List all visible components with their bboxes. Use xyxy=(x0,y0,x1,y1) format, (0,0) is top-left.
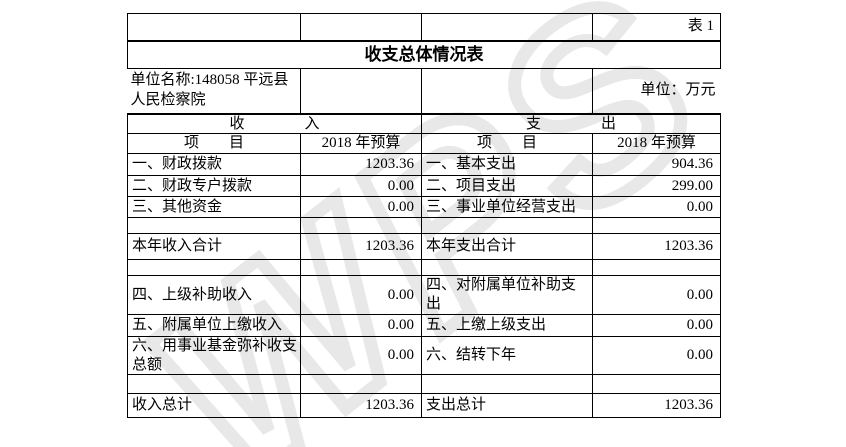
expense-value: 0.00 xyxy=(592,313,721,337)
income-item: 收入总计 xyxy=(127,393,301,419)
expense-item: 六、结转下年 xyxy=(421,335,593,376)
table-row: 四、上级补助收入 0.00 四、对附属单位补助支出 0.00 xyxy=(127,275,721,315)
expense-item: 三、事业单位经营支出 xyxy=(421,196,593,219)
table-row: 五、附属单位上缴收入 0.00 五、上缴上级支出 0.00 xyxy=(127,313,721,337)
column-header-row: 项 目 2018 年预算 项 目 2018 年预算 xyxy=(127,133,721,155)
expense-value: 1203.36 xyxy=(592,233,721,261)
expense-item: 五、上缴上级支出 xyxy=(421,313,593,337)
expense-value: 299.00 xyxy=(592,175,721,198)
expense-item-column-header: 项 目 xyxy=(421,133,593,155)
empty-cell xyxy=(127,13,301,41)
income-value: 0.00 xyxy=(300,196,422,219)
budget-summary-table: 表 1 收支总体情况表 单位名称:148058 平远县人民检察院 单位：万元 收… xyxy=(127,13,721,419)
expense-section-header: 支 出 xyxy=(421,112,721,135)
table-title: 收支总体情况表 xyxy=(127,39,721,69)
table-row-empty xyxy=(127,374,721,395)
unit-info-row: 单位名称:148058 平远县人民检察院 单位：万元 xyxy=(127,68,721,114)
table-row-empty xyxy=(127,217,721,235)
expense-value xyxy=(592,217,721,235)
expense-item xyxy=(421,259,593,277)
table-row-total: 收入总计 1203.36 支出总计 1203.36 xyxy=(127,393,721,419)
empty-cell xyxy=(421,13,593,41)
expense-item: 支出总计 xyxy=(421,393,593,419)
income-budget-column-header: 2018 年预算 xyxy=(300,133,422,155)
expense-item: 一、基本支出 xyxy=(421,153,593,177)
income-value: 1203.36 xyxy=(300,233,422,261)
income-item xyxy=(127,374,301,395)
income-value: 1203.36 xyxy=(300,393,422,419)
section-header-row: 收 入 支 出 xyxy=(127,112,721,135)
income-item-column-header: 项 目 xyxy=(127,133,301,155)
expense-budget-column-header: 2018 年预算 xyxy=(592,133,721,155)
table-row-subtotal: 本年收入合计 1203.36 本年支出合计 1203.36 xyxy=(127,233,721,261)
currency-unit-label: 单位：万元 xyxy=(592,68,721,114)
income-value: 0.00 xyxy=(300,275,422,315)
table-title-row: 收支总体情况表 xyxy=(127,39,721,69)
income-item: 五、附属单位上缴收入 xyxy=(127,313,301,337)
income-item xyxy=(127,259,301,277)
table-tag-row: 表 1 xyxy=(127,13,721,41)
income-value xyxy=(300,217,422,235)
expense-item xyxy=(421,217,593,235)
expense-value: 904.36 xyxy=(592,153,721,177)
expense-item xyxy=(421,374,593,395)
expense-item: 四、对附属单位补助支出 xyxy=(421,275,593,315)
table-number-label: 表 1 xyxy=(592,13,721,41)
table-row: 三、其他资金 0.00 三、事业单位经营支出 0.00 xyxy=(127,196,721,219)
expense-value xyxy=(592,374,721,395)
table-row: 二、财政专户拨款 0.00 二、项目支出 299.00 xyxy=(127,175,721,198)
income-item xyxy=(127,217,301,235)
expense-item: 二、项目支出 xyxy=(421,175,593,198)
expense-value xyxy=(592,259,721,277)
table-row: 一、财政拨款 1203.36 一、基本支出 904.36 xyxy=(127,153,721,177)
income-item: 四、上级补助收入 xyxy=(127,275,301,315)
empty-cell xyxy=(300,13,422,41)
empty-cell xyxy=(421,68,593,114)
income-value xyxy=(300,374,422,395)
income-value: 1203.36 xyxy=(300,153,422,177)
income-section-header: 收 入 xyxy=(127,112,422,135)
income-value: 0.00 xyxy=(300,313,422,337)
expense-value: 0.00 xyxy=(592,196,721,219)
table-row-empty xyxy=(127,259,721,277)
income-value xyxy=(300,259,422,277)
expense-value: 1203.36 xyxy=(592,393,721,419)
empty-cell xyxy=(300,68,422,114)
income-value: 0.00 xyxy=(300,335,422,376)
table-row: 六、用事业基金弥补收支总额 0.00 六、结转下年 0.00 xyxy=(127,335,721,376)
income-value: 0.00 xyxy=(300,175,422,198)
expense-value: 0.00 xyxy=(592,275,721,315)
expense-item: 本年支出合计 xyxy=(421,233,593,261)
income-item: 本年收入合计 xyxy=(127,233,301,261)
income-item: 一、财政拨款 xyxy=(127,153,301,177)
expense-value: 0.00 xyxy=(592,335,721,376)
income-item: 二、财政专户拨款 xyxy=(127,175,301,198)
unit-name: 单位名称:148058 平远县人民检察院 xyxy=(127,68,301,114)
income-item: 三、其他资金 xyxy=(127,196,301,219)
income-item: 六、用事业基金弥补收支总额 xyxy=(127,335,301,376)
